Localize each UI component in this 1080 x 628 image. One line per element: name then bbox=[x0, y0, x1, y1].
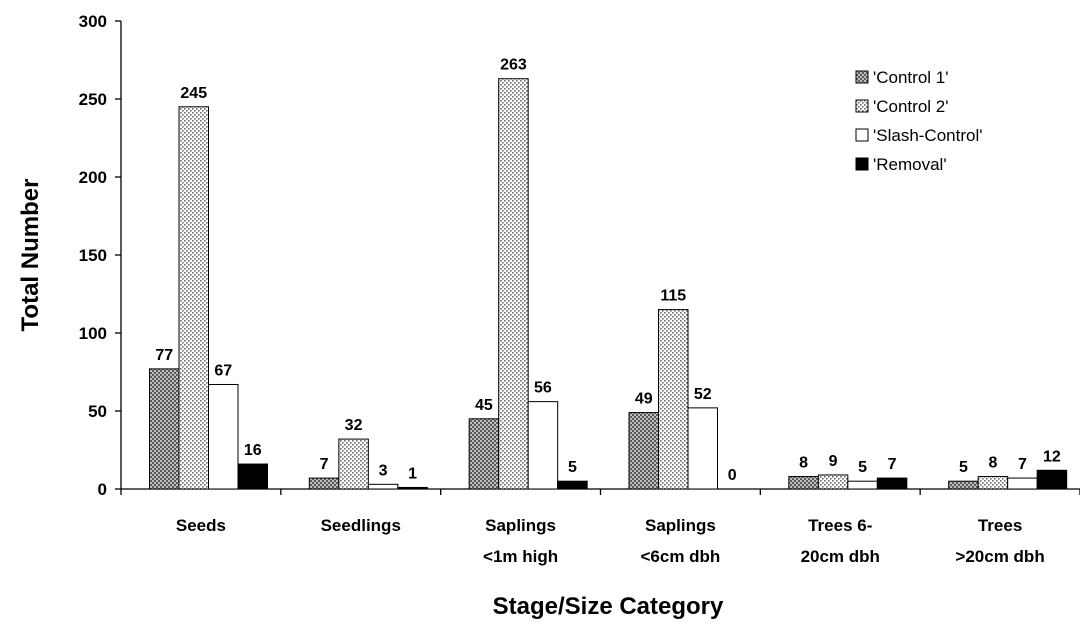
bar bbox=[977, 476, 1009, 490]
bar bbox=[948, 480, 979, 490]
bar bbox=[397, 486, 428, 490]
data-label: 5 bbox=[858, 459, 867, 476]
data-label: 8 bbox=[988, 455, 997, 472]
x-axis-title: Stage/Size Category bbox=[493, 593, 724, 620]
y-axis-title: Total Number bbox=[17, 179, 44, 332]
data-label: 245 bbox=[180, 85, 207, 102]
bar bbox=[847, 480, 878, 490]
y-tick-label: 0 bbox=[98, 480, 107, 499]
legend-swatch bbox=[855, 70, 869, 84]
data-label: 7 bbox=[888, 456, 897, 473]
legend: 'Control 1' 'Control 2' 'Slash-Control' 'Re… bbox=[855, 68, 982, 174]
legend-label: 'Control 1' bbox=[873, 68, 948, 87]
bar bbox=[208, 383, 239, 490]
legend-label: 'Control 2' bbox=[873, 97, 948, 116]
data-label: 49 bbox=[635, 391, 653, 408]
bar bbox=[788, 476, 819, 490]
bar bbox=[1007, 477, 1038, 490]
data-label: 8 bbox=[799, 455, 808, 472]
data-label: 32 bbox=[345, 417, 363, 434]
legend-swatch bbox=[855, 157, 869, 171]
data-label: 16 bbox=[244, 442, 262, 459]
bar bbox=[178, 106, 209, 490]
category-labels: Seeds Seedlings Saplings <1m high Saplings <6… bbox=[176, 516, 1045, 566]
legend-swatch bbox=[855, 99, 869, 113]
data-label: 115 bbox=[660, 288, 686, 305]
y-tick-label: 200 bbox=[79, 168, 107, 187]
data-label: 77 bbox=[155, 347, 173, 364]
data-label: 5 bbox=[959, 459, 968, 476]
y-tick-label: 250 bbox=[79, 90, 107, 109]
bar bbox=[817, 474, 849, 490]
bar bbox=[658, 309, 689, 490]
y-tick-label: 150 bbox=[79, 246, 107, 265]
x-tick-label: <6cm dbh bbox=[640, 547, 720, 566]
y-tick-label: 50 bbox=[88, 402, 107, 421]
x-tick-label: Seeds bbox=[176, 516, 226, 535]
bar bbox=[876, 477, 908, 490]
data-label: 1 bbox=[408, 465, 417, 482]
data-label: 5 bbox=[568, 459, 577, 476]
x-tick-label: <1m high bbox=[483, 547, 558, 566]
x-axis bbox=[120, 488, 1080, 495]
data-label: 56 bbox=[534, 380, 552, 397]
data-label: 45 bbox=[475, 397, 493, 414]
bar bbox=[237, 463, 268, 490]
data-label: 67 bbox=[214, 362, 232, 379]
y-tick-label: 300 bbox=[79, 12, 107, 31]
bar bbox=[628, 412, 659, 490]
bar bbox=[338, 438, 369, 490]
x-tick-label: Trees 6- bbox=[808, 516, 872, 535]
bar bbox=[308, 477, 340, 490]
legend-label: 'Removal' bbox=[873, 155, 947, 174]
y-axis: 0 50 100 150 200 250 300 bbox=[79, 12, 122, 499]
x-tick-label: Saplings bbox=[485, 516, 556, 535]
bar bbox=[1036, 469, 1068, 490]
x-tick-label: >20cm dbh bbox=[955, 547, 1044, 566]
bars bbox=[149, 78, 1068, 490]
data-label: 7 bbox=[320, 456, 329, 473]
data-label: 9 bbox=[829, 453, 838, 470]
bar bbox=[367, 483, 399, 490]
x-tick-label: Seedlings bbox=[321, 516, 401, 535]
legend-swatch bbox=[855, 128, 869, 142]
bar bbox=[557, 480, 588, 490]
x-tick-label: Saplings bbox=[645, 516, 716, 535]
bar bbox=[149, 368, 180, 490]
data-label: 52 bbox=[694, 386, 712, 403]
data-label: 3 bbox=[379, 462, 388, 479]
y-tick-label: 100 bbox=[79, 324, 107, 343]
bar bbox=[468, 418, 500, 490]
legend-label: 'Slash-Control' bbox=[873, 126, 982, 145]
data-label: 7 bbox=[1018, 456, 1027, 473]
x-tick-label: 20cm dbh bbox=[801, 547, 880, 566]
x-tick-label: Trees bbox=[978, 516, 1022, 535]
data-label: 12 bbox=[1043, 448, 1061, 465]
data-label: 263 bbox=[500, 57, 527, 74]
bar bbox=[687, 407, 718, 490]
bar bbox=[527, 401, 559, 490]
data-label: 0 bbox=[728, 467, 737, 484]
bar bbox=[498, 78, 529, 490]
